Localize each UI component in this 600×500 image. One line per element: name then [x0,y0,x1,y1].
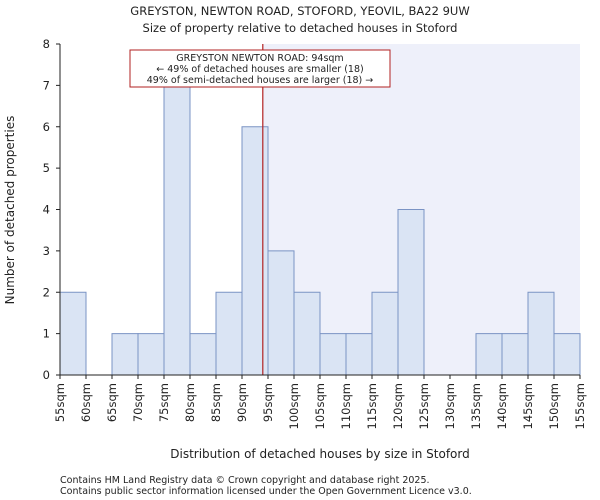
x-tick-label: 150sqm [547,383,561,429]
x-axis-label: Distribution of detached houses by size … [170,447,469,461]
bar [553,333,581,376]
bar [371,291,399,376]
x-tick-label: 60sqm [79,383,93,422]
chart-subtitle: Size of property relative to detached ho… [143,21,458,35]
y-tick-label: 8 [43,37,50,51]
y-tick-label: 2 [43,285,50,299]
bar [111,333,139,376]
x-tick-label: 95sqm [261,383,275,422]
axes-group: 0 1 2 3 4 5 6 7 8 55sqm 60sqm 65sqm 70sqm 75sqm 80sqm 8… [43,37,587,429]
footer-line-1: Contains HM Land Registry data © Crown c… [60,475,430,486]
bar [189,333,217,376]
bar [215,291,243,376]
bar [397,209,425,376]
y-tick-label: 6 [43,120,50,134]
x-tick-label: 140sqm [495,383,509,429]
bar [345,333,373,376]
bar [267,250,295,376]
chart-title: GREYSTON, NEWTON ROAD, STOFORD, YEOVIL, … [130,4,469,18]
x-tick-label: 145sqm [521,383,535,429]
x-tick-label: 75sqm [157,383,171,422]
bar [241,126,269,376]
y-tick-label: 7 [43,78,50,92]
bar [59,291,87,376]
annotation-line-3: 49% of semi-detached houses are larger (… [147,75,374,86]
bar [475,333,503,376]
y-tick-label: 5 [43,161,50,175]
x-tick-label: 120sqm [391,383,405,429]
x-tick-label: 155sqm [573,383,587,429]
bar [319,333,347,376]
x-tick-label: 90sqm [235,383,249,422]
annotation-line-1: GREYSTON NEWTON ROAD: 94sqm [176,53,343,64]
x-tick-label: 80sqm [183,383,197,422]
x-tick-label: 70sqm [131,383,145,422]
annotation-border [129,49,391,88]
x-tick-label: 135sqm [469,383,483,429]
bar [501,333,529,376]
x-tick-label: 100sqm [287,383,301,429]
x-tick-label: 130sqm [443,383,457,429]
bar [293,291,321,376]
x-tick-label: 115sqm [365,383,379,429]
bar [137,333,165,376]
y-axis-label: Number of detached properties [3,116,17,305]
y-tick-label: 0 [43,368,50,382]
footer-line-2: Contains public sector information licen… [60,486,472,497]
x-tick-label: 55sqm [53,383,67,422]
bar [527,291,555,376]
annotation-box: GREYSTON NEWTON ROAD: 94sqm ← 49% of det… [129,49,391,88]
bar [163,84,191,376]
y-tick-label: 3 [43,244,50,258]
x-tick-label: 85sqm [209,383,223,422]
x-tick-label: 125sqm [417,383,431,429]
x-tick-label: 110sqm [339,383,353,429]
y-tick-label: 1 [43,327,50,341]
annotation-line-2: ← 49% of detached houses are smaller (18… [156,64,363,75]
x-tick-label: 65sqm [105,383,119,422]
x-tick-label: 105sqm [313,383,327,429]
y-tick-label: 4 [43,203,50,217]
